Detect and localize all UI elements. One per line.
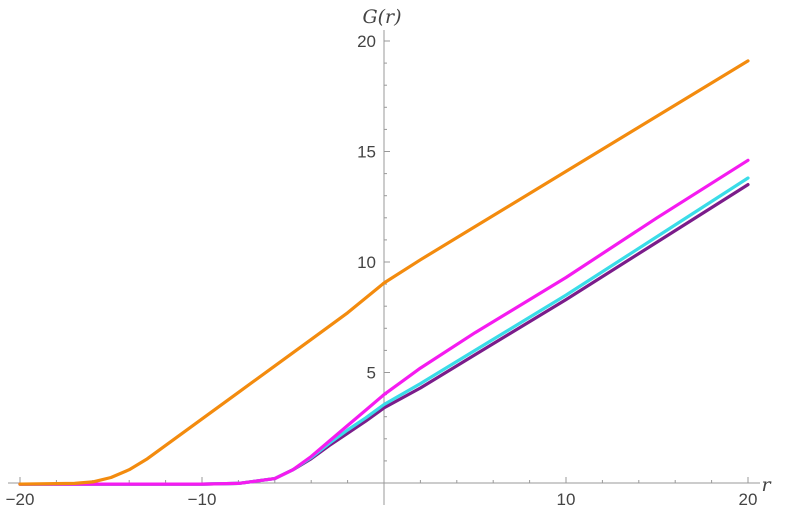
x-tick-label: 20	[739, 490, 758, 509]
y-minor-ticks	[384, 40, 390, 462]
y-tick-label: 20	[357, 32, 376, 51]
x-tick-label: −10	[188, 490, 217, 509]
y-tick-label: 10	[357, 253, 376, 272]
series-line-3	[18, 158, 750, 486]
y-tick-labels: 5 10 15 20	[357, 32, 376, 383]
x-tick-label: 10	[557, 490, 576, 509]
y-tick-label: 15	[357, 143, 376, 162]
y-tick-label: 5	[367, 364, 376, 383]
x-tick-labels: −20 −10 10 20	[6, 490, 758, 509]
series-line-4	[18, 59, 750, 486]
axes: −20 −10 10 20 5 10 15 20 r G(r)	[6, 6, 773, 509]
series-layer	[18, 59, 750, 486]
y-axis-label: G(r)	[362, 6, 401, 28]
x-axis-label: r	[761, 474, 772, 496]
x-tick-label: −20	[6, 490, 35, 509]
